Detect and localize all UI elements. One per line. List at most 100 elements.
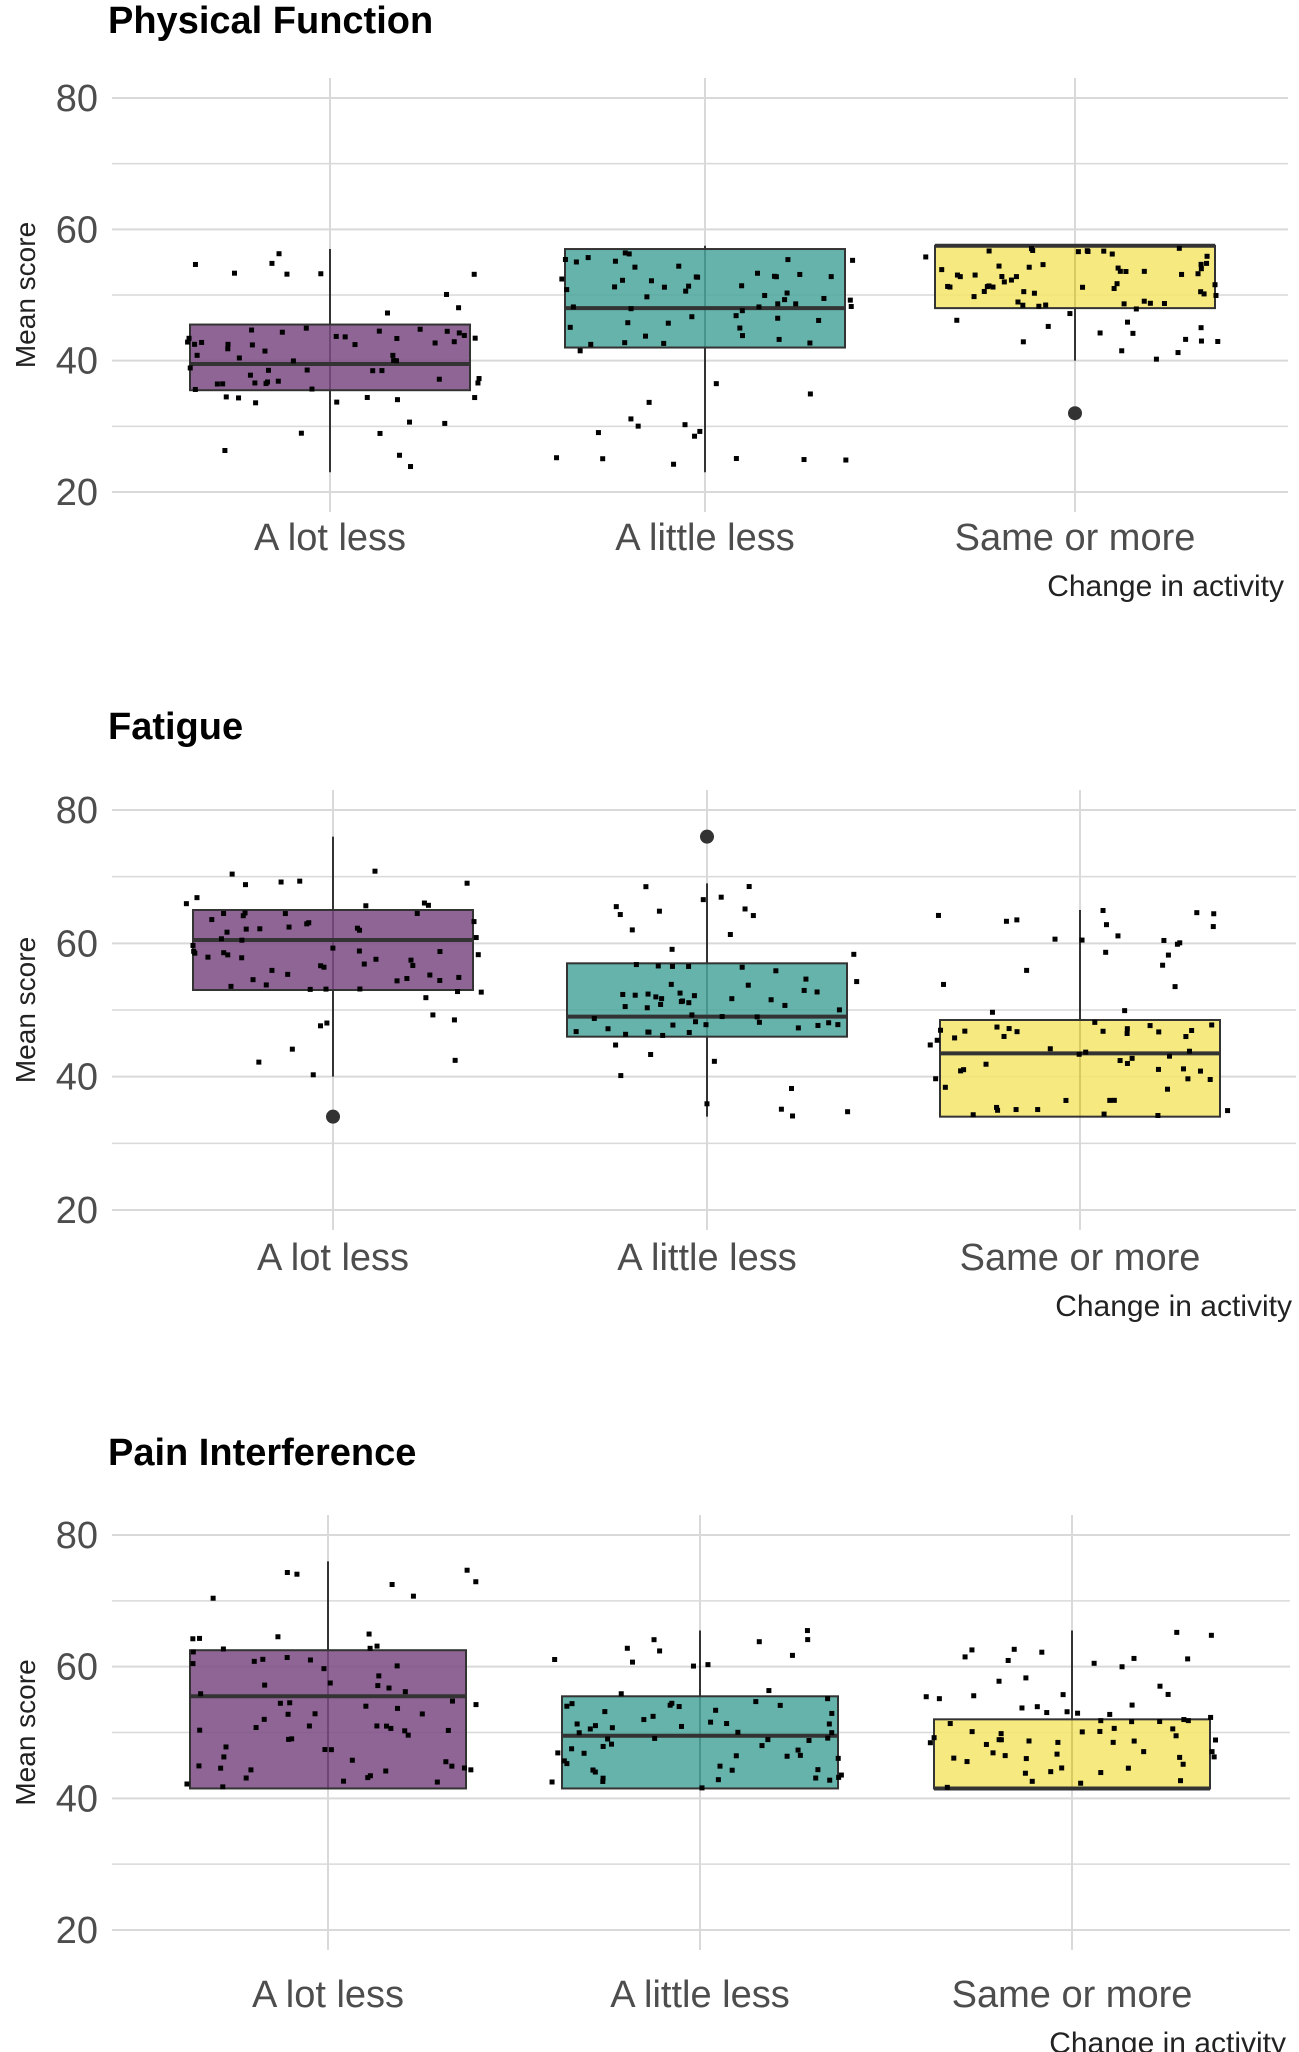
- data-point: [449, 1763, 455, 1769]
- data-point: [690, 1663, 696, 1669]
- data-point: [938, 1027, 944, 1033]
- data-point: [1045, 323, 1051, 329]
- data-point: [376, 1673, 382, 1679]
- data-point: [1022, 1770, 1028, 1776]
- data-point: [224, 929, 230, 935]
- data-point: [1100, 1028, 1106, 1034]
- data-point: [646, 1029, 652, 1035]
- data-point: [1107, 1097, 1113, 1103]
- data-point: [1067, 311, 1073, 317]
- data-point: [236, 395, 242, 401]
- data-point: [804, 1628, 810, 1634]
- data-point: [437, 977, 443, 983]
- data-point: [476, 376, 482, 382]
- data-point: [303, 325, 309, 331]
- data-point: [971, 294, 977, 300]
- data-point: [256, 1059, 262, 1065]
- data-point: [432, 340, 438, 346]
- data-point: [826, 1721, 832, 1727]
- data-point: [676, 1704, 682, 1710]
- data-point: [622, 1004, 628, 1010]
- data-point: [815, 1022, 821, 1028]
- data-point: [1208, 1714, 1214, 1720]
- outlier-point: [700, 829, 714, 844]
- data-point: [1131, 1655, 1137, 1661]
- data-point: [678, 1723, 684, 1729]
- data-point: [1185, 1656, 1191, 1662]
- data-point: [927, 1740, 933, 1746]
- data-point: [561, 1758, 567, 1764]
- data-point: [573, 259, 579, 265]
- data-point: [356, 948, 362, 954]
- data-point: [437, 949, 443, 955]
- data-point: [562, 257, 568, 263]
- data-point: [1185, 1076, 1191, 1082]
- data-point: [402, 1728, 408, 1734]
- data-point: [754, 1014, 760, 1020]
- data-point: [793, 301, 799, 307]
- data-point: [190, 1649, 196, 1655]
- data-point: [310, 1072, 316, 1078]
- data-point: [613, 1042, 619, 1048]
- data-point: [199, 339, 205, 345]
- data-point: [376, 328, 382, 334]
- data-point: [298, 430, 304, 436]
- data-point: [555, 1750, 561, 1756]
- data-point: [384, 1723, 390, 1729]
- data-point: [559, 276, 565, 282]
- data-point: [795, 1025, 801, 1031]
- data-point: [1122, 1008, 1128, 1014]
- data-point: [365, 1775, 371, 1781]
- data-point: [936, 1696, 942, 1702]
- data-point: [1210, 924, 1216, 930]
- data-point: [261, 1716, 267, 1722]
- data-point: [727, 931, 733, 937]
- data-point: [784, 290, 790, 296]
- data-point: [1098, 1718, 1104, 1724]
- data-point: [648, 1051, 654, 1057]
- data-point: [1157, 1683, 1163, 1689]
- x-tick-label: A little less: [615, 517, 795, 559]
- chart-plot: 20 40 60 80 Mean score A lot less A little les…: [10, 78, 1288, 603]
- data-point: [1124, 1060, 1130, 1066]
- data-point: [333, 333, 339, 339]
- data-point: [265, 367, 271, 373]
- data-point: [243, 1775, 249, 1781]
- data-point: [1141, 268, 1147, 274]
- data-point: [1186, 1048, 1192, 1054]
- data-point: [1030, 247, 1036, 253]
- data-point: [1189, 1027, 1195, 1033]
- data-point: [816, 317, 822, 323]
- data-point: [650, 1713, 656, 1719]
- data-point: [989, 1009, 995, 1015]
- data-point: [981, 288, 987, 294]
- data-point: [322, 1747, 328, 1753]
- chart-title: Physical Function: [108, 0, 434, 42]
- data-point: [829, 1710, 835, 1716]
- data-point: [451, 1017, 457, 1023]
- data-point: [472, 395, 478, 401]
- data-point: [648, 278, 654, 284]
- data-point: [1084, 248, 1090, 254]
- data-point: [1029, 1778, 1035, 1784]
- data-point: [1124, 1026, 1130, 1032]
- data-point: [363, 1703, 369, 1709]
- data-point: [733, 313, 739, 319]
- data-point: [669, 946, 675, 952]
- data-point: [285, 1711, 291, 1717]
- data-point: [576, 1730, 582, 1736]
- data-point: [410, 963, 416, 969]
- data-point: [984, 284, 990, 290]
- data-point: [775, 315, 781, 321]
- data-point: [262, 1682, 268, 1688]
- data-point: [284, 1570, 290, 1576]
- data-point: [947, 1721, 953, 1727]
- data-point: [1078, 1780, 1084, 1786]
- data-point: [754, 270, 760, 276]
- data-point: [941, 981, 947, 987]
- x-tick-label: Same or more: [960, 1237, 1201, 1279]
- data-point: [588, 341, 594, 347]
- data-point: [1001, 279, 1007, 285]
- data-point: [1211, 1754, 1217, 1760]
- data-point: [803, 976, 809, 982]
